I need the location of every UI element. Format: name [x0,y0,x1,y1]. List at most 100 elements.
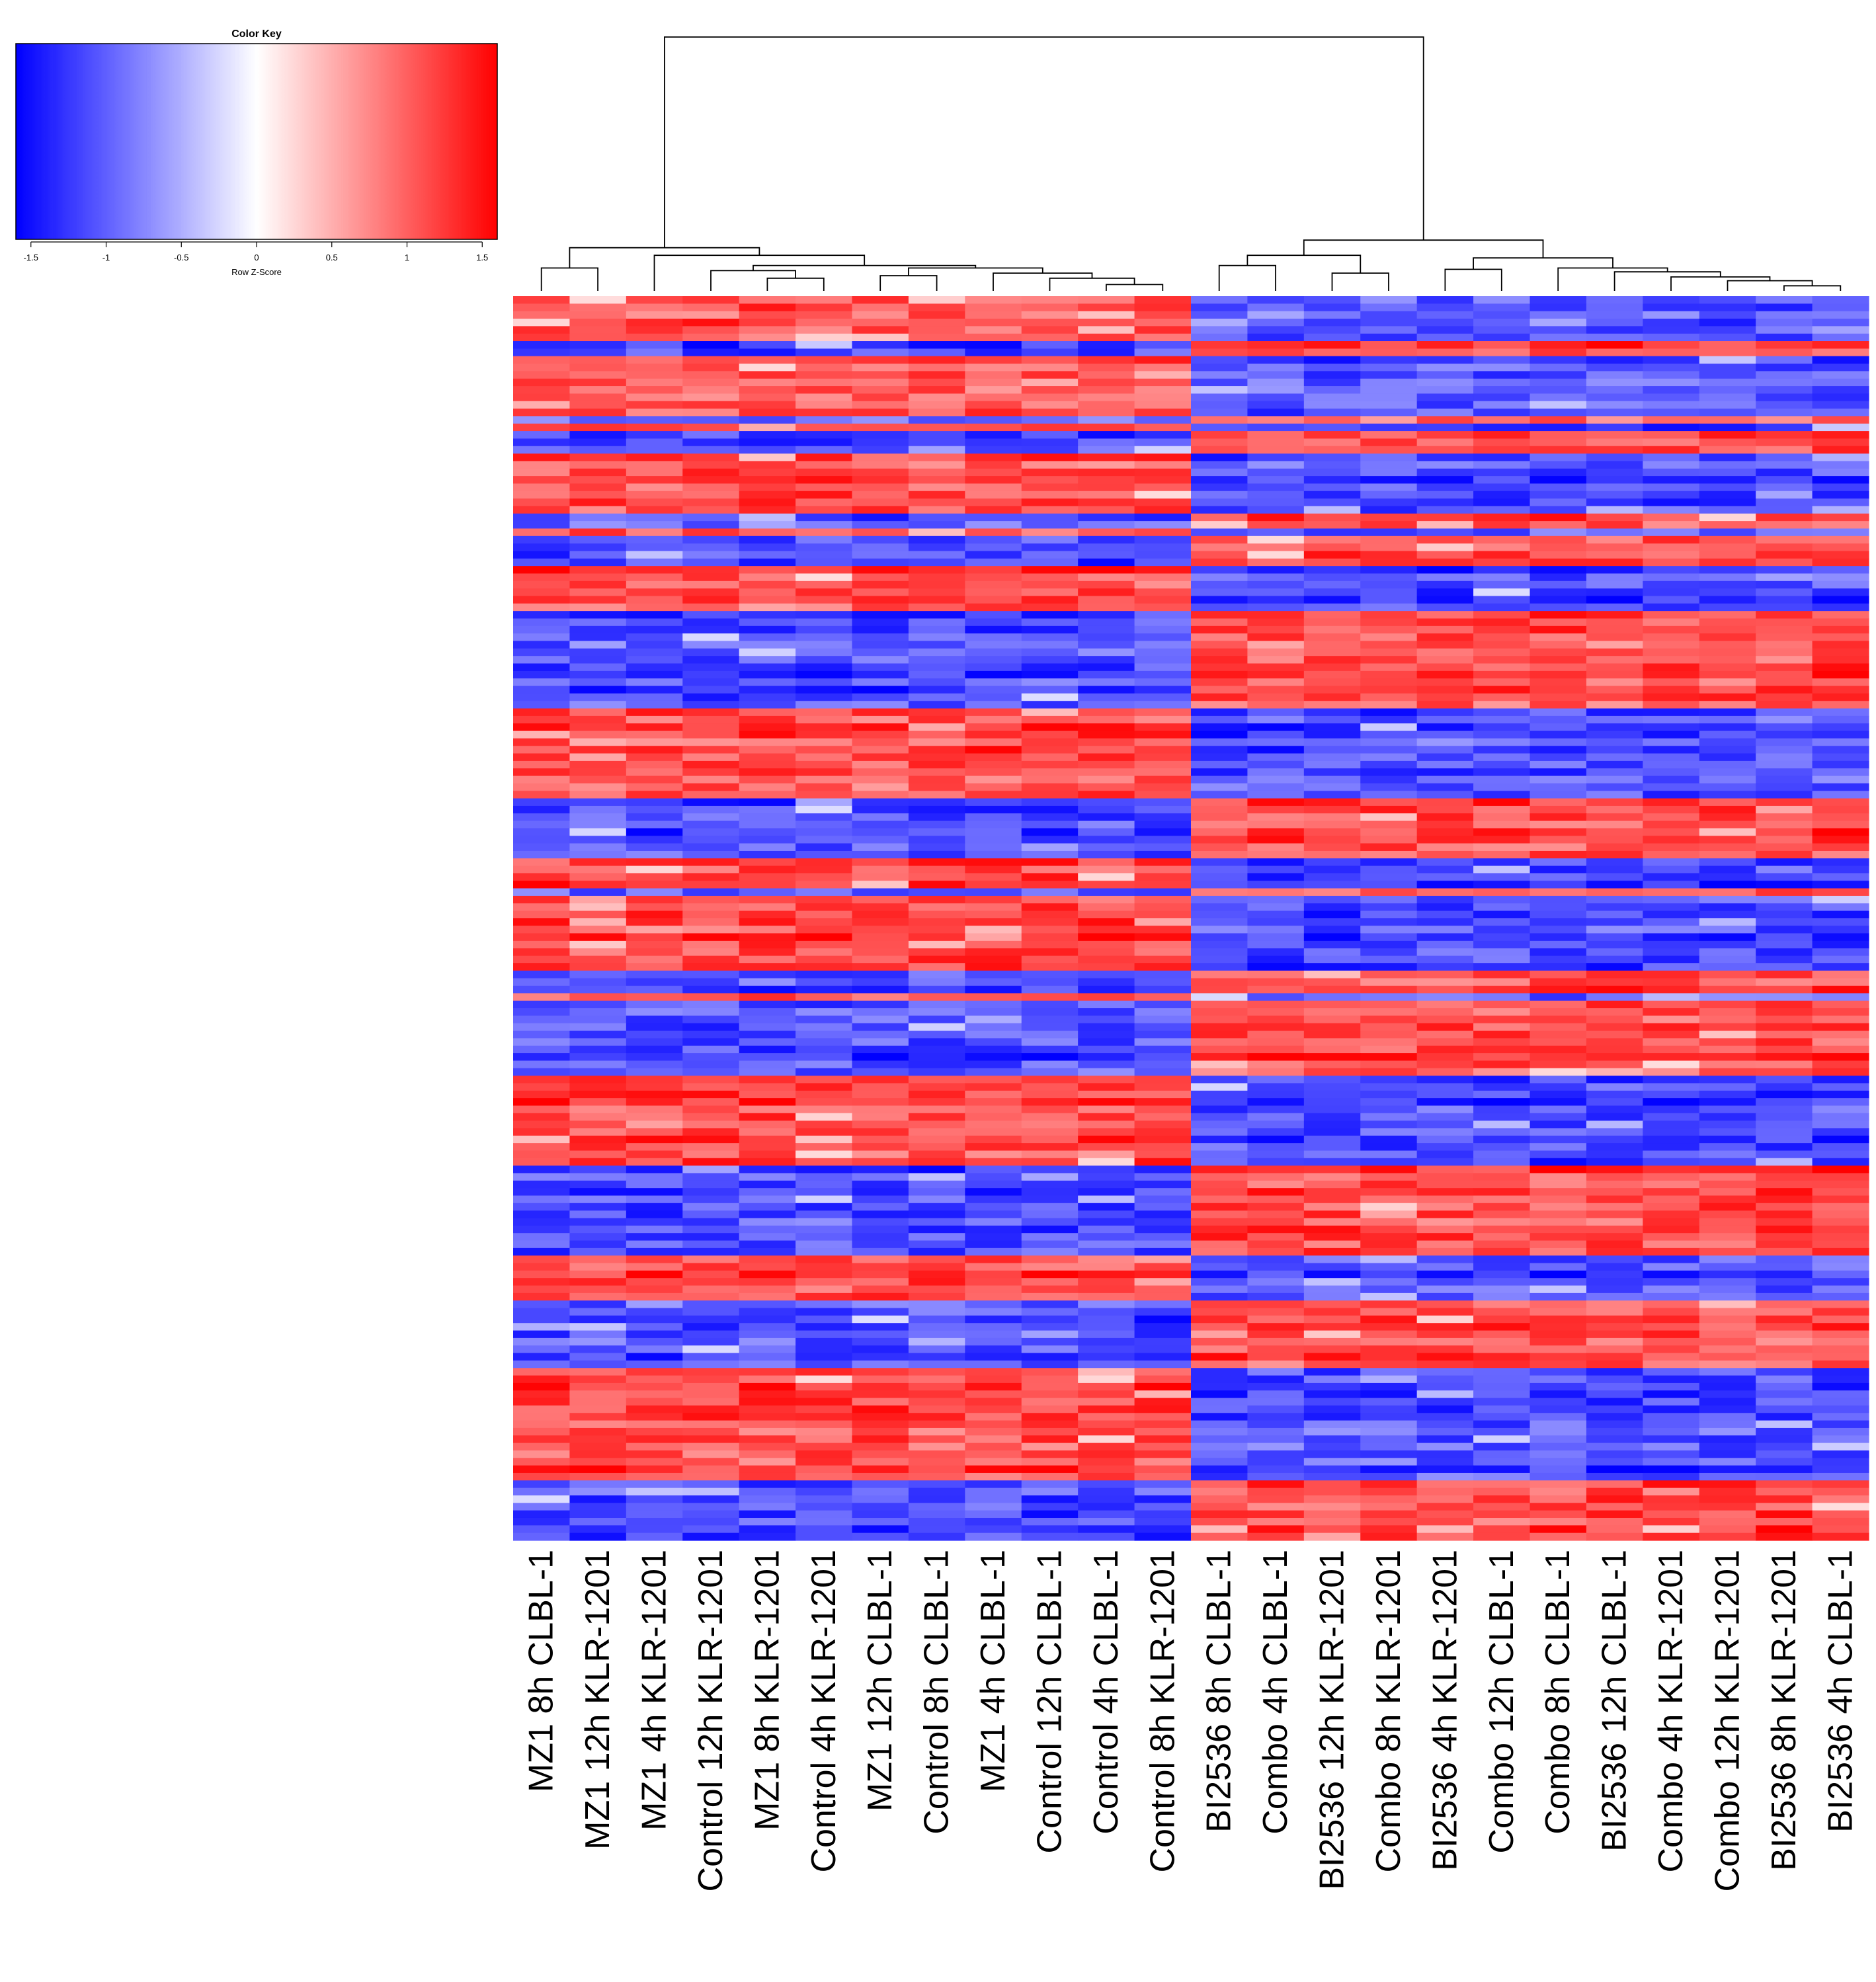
heatmap-cell [1699,1255,1756,1264]
heatmap-cell [682,1413,740,1421]
heatmap-cell [1529,506,1587,514]
heatmap-cell [1360,1503,1418,1511]
heatmap-cell [965,873,1022,881]
heatmap-cell [1473,1443,1531,1451]
heatmap-cell [1529,933,1587,941]
heatmap-cell [1586,1076,1643,1084]
heatmap-cell [1303,633,1361,642]
heatmap-cell [795,1532,853,1541]
heatmap-cell [908,1532,965,1541]
heatmap-cell [1134,1525,1192,1534]
heatmap-cell [852,558,909,567]
heatmap-cell [1360,1128,1418,1136]
heatmap-cell [1021,738,1079,746]
heatmap-cell [1416,1398,1474,1406]
heatmap-cell [1134,858,1192,867]
heatmap-cell [513,1315,571,1324]
heatmap-cell [569,843,627,852]
heatmap-cell [1303,775,1361,784]
heatmap-cell [569,1008,627,1016]
heatmap-cell [1360,1038,1418,1047]
heatmap-cell [569,1360,627,1368]
heatmap-cell [1247,603,1305,612]
heatmap-cell [1078,1158,1135,1166]
heatmap-cell [1643,513,1700,522]
heatmap-cell [1303,1525,1361,1534]
heatmap-cell [1247,1173,1305,1181]
heatmap-cell [1021,625,1079,634]
heatmap-cell [908,948,965,957]
heatmap-cell [1021,1345,1079,1354]
heatmap-cell [795,820,853,829]
heatmap-cell [1473,625,1531,634]
heatmap-cell [1303,596,1361,604]
heatmap-cell [1247,483,1305,492]
heatmap-cell [1529,1353,1587,1361]
heatmap-cell [1756,364,1813,372]
heatmap-cell [513,723,571,732]
heatmap-cell [1699,850,1756,859]
heatmap-cell [1586,296,1643,304]
heatmap-cell [1473,708,1531,717]
heatmap-cell [569,521,627,530]
heatmap-cell [1756,986,1813,994]
heatmap-cell [1643,1203,1700,1211]
heatmap-cell [682,454,740,462]
heatmap-cell [1360,1353,1418,1361]
heatmap-cell [626,1323,683,1331]
heatmap-cell [1191,1525,1248,1534]
heatmap-cell [1303,393,1361,402]
heatmap-cell [1247,1398,1305,1406]
heatmap-cell [1021,535,1079,544]
heatmap-cell [1586,1450,1643,1458]
heatmap-cell [1699,941,1756,949]
heatmap-cell [852,1045,909,1054]
heatmap-cell [1416,1053,1474,1062]
heatmap-cell [965,648,1022,656]
heatmap-cell [1699,670,1756,679]
heatmap-cell [908,971,965,979]
heatmap-cell [1643,573,1700,582]
heatmap-cell [1473,386,1531,394]
heatmap-cell [1021,1143,1079,1152]
heatmap-cell [1699,1382,1756,1391]
heatmap-cell [852,805,909,814]
heatmap-cell [852,521,909,530]
heatmap-cell [1529,521,1587,530]
heatmap-cell [1191,326,1248,335]
color-key-stripe [163,44,166,239]
heatmap-cell [682,715,740,724]
heatmap-cell [795,558,853,567]
heatmap-cell [1247,1330,1305,1339]
heatmap-cell [1756,409,1813,416]
heatmap-cell [1360,528,1418,537]
heatmap-cell [852,1218,909,1226]
heatmap-cell [908,1345,965,1354]
heatmap-cell [1812,311,1869,319]
heatmap-cell [795,1420,853,1429]
heatmap-cell [739,850,796,859]
heatmap-cell [795,393,853,402]
heatmap-cell [1134,678,1192,687]
heatmap-cell [1191,1390,1248,1399]
heatmap-cell [682,1150,740,1159]
heatmap-cell [1303,1083,1361,1091]
heatmap-cell [1586,1000,1643,1009]
heatmap-cell [1473,768,1531,777]
heatmap-cell [739,566,796,575]
heatmap-cell [1021,1240,1079,1249]
heatmap-cell [1021,753,1079,762]
heatmap-cell [1586,1218,1643,1226]
heatmap-cell [1586,1472,1643,1481]
heatmap-cell [852,364,909,372]
heatmap-cell [626,775,683,784]
heatmap-cell [1699,1480,1756,1489]
heatmap-cell [1247,491,1305,499]
heatmap-cell [1191,528,1248,537]
heatmap-cell [1699,693,1756,701]
heatmap-cell [852,528,909,537]
heatmap-cell [1360,1487,1418,1496]
heatmap-cell [1529,1218,1587,1226]
heatmap-cell [1643,1420,1700,1429]
heatmap-cell [965,1390,1022,1399]
